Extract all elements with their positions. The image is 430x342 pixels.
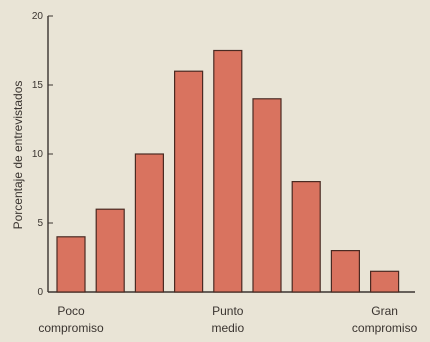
y-tick-label: 15 [32,80,44,91]
x-category-label: Punto medio [211,304,244,335]
bar-9 [370,270,400,293]
bar-6 [252,98,282,293]
y-tick-label: 5 [37,218,43,229]
x-labels-group: Poco compromiso Punto medio Gran compromiso [38,304,417,335]
x-category-label: Poco compromiso [38,304,104,335]
bar-7 [291,181,321,293]
bar-4 [174,70,204,293]
y-ticks-group: 0 5 10 15 20 [32,11,53,298]
bar-2 [95,208,125,293]
y-axis-title-group: Porcentaje de entrevistados [11,81,25,230]
y-axis-title: Porcentaje de entrevistados [11,81,25,230]
bar-8 [330,250,360,293]
x-category-label: Gran compromiso [352,304,418,335]
y-tick-label: 10 [32,149,44,160]
bars-group [56,49,400,293]
bar-3 [134,153,164,293]
bar-5 [213,49,243,293]
y-tick-label: 0 [37,287,43,298]
y-tick-label: 20 [32,11,44,22]
bar-1 [56,236,86,293]
